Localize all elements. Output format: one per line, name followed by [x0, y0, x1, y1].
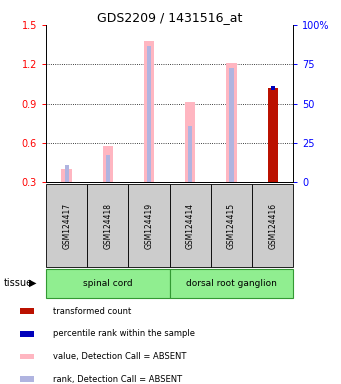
Bar: [144, 41, 154, 182]
Text: GSM124415: GSM124415: [227, 202, 236, 249]
Title: GDS2209 / 1431516_at: GDS2209 / 1431516_at: [97, 11, 242, 24]
Bar: [20, 376, 34, 382]
Text: transformed count: transformed count: [53, 307, 131, 316]
Text: GSM124416: GSM124416: [268, 202, 277, 249]
Bar: [229, 68, 234, 182]
Text: spinal cord: spinal cord: [83, 279, 133, 288]
Text: dorsal root ganglion: dorsal root ganglion: [186, 279, 277, 288]
Text: GSM124418: GSM124418: [103, 203, 112, 248]
Text: GSM124419: GSM124419: [145, 202, 153, 249]
Bar: [46, 269, 170, 298]
Bar: [267, 88, 278, 182]
Text: ▶: ▶: [29, 278, 36, 288]
Bar: [103, 146, 113, 182]
Bar: [252, 184, 293, 267]
Bar: [188, 126, 192, 182]
Bar: [147, 46, 151, 182]
Bar: [106, 155, 110, 182]
Bar: [64, 166, 69, 182]
Bar: [129, 184, 169, 267]
Text: percentile rank within the sample: percentile rank within the sample: [53, 329, 195, 338]
Bar: [61, 169, 72, 182]
Text: rank, Detection Call = ABSENT: rank, Detection Call = ABSENT: [53, 374, 182, 384]
Text: GSM124417: GSM124417: [62, 202, 71, 249]
Bar: [87, 184, 129, 267]
Text: GSM124414: GSM124414: [186, 202, 195, 249]
Bar: [271, 86, 275, 90]
Bar: [211, 184, 252, 267]
Bar: [20, 308, 34, 314]
Bar: [20, 331, 34, 337]
Bar: [169, 269, 293, 298]
Bar: [20, 354, 34, 359]
Bar: [185, 103, 195, 182]
Bar: [226, 63, 237, 182]
Text: tissue: tissue: [3, 278, 32, 288]
Bar: [169, 184, 211, 267]
Bar: [46, 184, 87, 267]
Text: value, Detection Call = ABSENT: value, Detection Call = ABSENT: [53, 352, 186, 361]
